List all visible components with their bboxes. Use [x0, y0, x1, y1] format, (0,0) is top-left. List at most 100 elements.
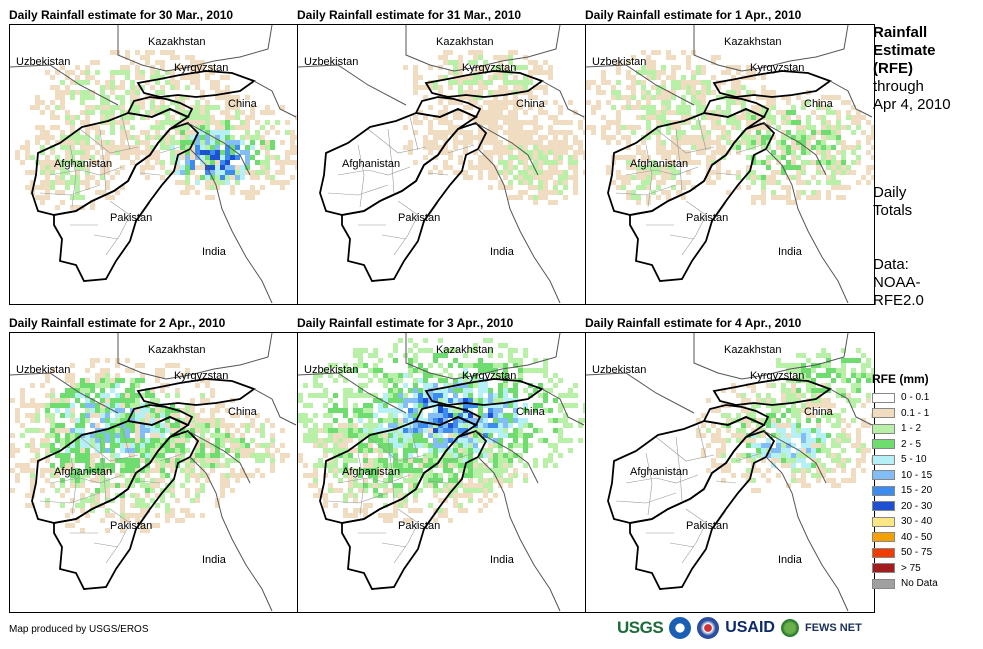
legend-item: 1 - 2 [872, 421, 938, 437]
data-source: Data: NOAA- RFE2.0 [873, 256, 924, 310]
legend-swatch [872, 501, 895, 512]
legend-swatch [872, 563, 895, 574]
province-boundaries [327, 424, 475, 564]
rainfall-map: Kazakhstan Uzbekistan Kyrgyzstan China Afgha… [585, 24, 875, 305]
legend-label: 15 - 20 [901, 485, 933, 497]
through-date: Apr 4, 2010 [873, 96, 951, 113]
data-line: RFE2.0 [873, 292, 924, 309]
legend-swatch [872, 470, 895, 481]
legend-item: 2 - 5 [872, 437, 938, 453]
title-line: (RFE) [873, 60, 913, 77]
legend-item: 0.1 - 1 [872, 406, 938, 422]
legend-item: 15 - 20 [872, 483, 938, 499]
map-label-pakistan: Pakistan [398, 212, 440, 224]
legend-label: 5 - 10 [901, 454, 927, 466]
legend-item: 20 - 30 [872, 499, 938, 515]
map-label-afghanistan: Afghanistan [630, 158, 688, 170]
map-svg: Kazakhstan Uzbekistan Kyrgyzstan China Afgha… [298, 25, 586, 304]
province-boundaries [327, 116, 475, 256]
map-label-india: India [490, 246, 515, 258]
rainfall-map: Kazakhstan Uzbekistan Kyrgyzstan China Afgha… [297, 332, 587, 613]
map-label-china: China [804, 406, 834, 418]
legend-item: No Data [872, 576, 938, 592]
legend-label: 1 - 2 [901, 423, 922, 435]
map-label-india: India [202, 246, 227, 258]
map-label-afghanistan: Afghanistan [342, 466, 400, 478]
province-boundaries [39, 116, 187, 256]
panel-title: Daily Rainfall estimate for 1 Apr., 2010 [585, 8, 802, 22]
rainfall-field [10, 358, 290, 533]
map-label-kazakhstan: Kazakhstan [436, 344, 493, 356]
rainfall-field [15, 50, 298, 210]
map-svg: Kazakhstan Uzbekistan Kyrgyzstan China Afgha… [10, 25, 298, 304]
map-label-china: China [228, 406, 258, 418]
legend-item: 40 - 50 [872, 530, 938, 546]
title-line: Rainfall [873, 24, 928, 41]
rainfall-map: Kazakhstan Uzbekistan Kyrgyzstan China Afgha… [585, 332, 875, 613]
legend-label: 30 - 40 [901, 516, 933, 528]
legend-item: 10 - 15 [872, 468, 938, 484]
map-label-afghanistan: Afghanistan [54, 158, 112, 170]
neighbor-boundaries [298, 25, 585, 304]
globe-icon [780, 619, 799, 637]
fews-net-logo: FEWS NET [804, 622, 862, 634]
through-text: through [873, 78, 924, 95]
map-label-china: China [516, 406, 546, 418]
panel-title: Daily Rainfall estimate for 4 Apr., 2010 [585, 316, 802, 330]
neighbor-boundaries [586, 333, 873, 612]
panel-title: Daily Rainfall estimate for 2 Apr., 2010 [9, 316, 226, 330]
map-label-pakistan: Pakistan [686, 212, 728, 224]
legend: RFE (mm) 0 - 0.1 0.1 - 1 1 - 2 2 - 5 5 - 10 1… [872, 372, 938, 592]
province-boundaries [615, 424, 763, 564]
map-label-afghanistan: Afghanistan [630, 466, 688, 478]
map-label-china: China [228, 98, 258, 110]
map-label-kazakhstan: Kazakhstan [148, 36, 205, 48]
map-label-uzbekistan: Uzbekistan [304, 364, 358, 376]
credit-text: Map produced by USGS/EROS [9, 624, 149, 635]
legend-swatch [872, 423, 895, 434]
map-label-kyrgyzstan: Kyrgyzstan [750, 370, 804, 382]
legend-item: 5 - 10 [872, 452, 938, 468]
neighbor-boundaries [586, 25, 873, 304]
legend-swatch [872, 532, 895, 543]
map-label-kyrgyzstan: Kyrgyzstan [462, 370, 516, 382]
map-label-uzbekistan: Uzbekistan [304, 56, 358, 68]
map-label-kazakhstan: Kazakhstan [436, 36, 493, 48]
rainfall-map: Kazakhstan Uzbekistan Kyrgyzstan China Afgha… [9, 332, 299, 613]
legend-swatch [872, 485, 895, 496]
totals-text: Daily Totals [873, 184, 912, 220]
map-label-india: India [490, 554, 515, 566]
province-boundaries [615, 116, 763, 256]
usaid-logo: USAID [725, 619, 775, 636]
map-label-kazakhstan: Kazakhstan [724, 344, 781, 356]
rainfall-map: Kazakhstan Uzbekistan Kyrgyzstan China Afgha… [297, 24, 587, 305]
rainfall-map: Kazakhstan Uzbekistan Kyrgyzstan China Afgha… [9, 24, 299, 305]
map-label-afghanistan: Afghanistan [54, 466, 112, 478]
legend-label: 2 - 5 [901, 438, 922, 450]
totals-line: Daily [873, 184, 907, 201]
nasa-seal-icon [697, 617, 720, 639]
map-label-kazakhstan: Kazakhstan [724, 36, 781, 48]
country-boundaries [319, 378, 544, 590]
legend-label: No Data [901, 578, 938, 590]
neighbor-boundaries [298, 333, 585, 612]
map-label-kazakhstan: Kazakhstan [148, 344, 205, 356]
usgs-logo: USGS [617, 618, 664, 637]
legend-item: 50 - 75 [872, 545, 938, 561]
legend-label: 40 - 50 [901, 531, 933, 543]
legend-label: 0 - 0.1 [901, 392, 930, 404]
legend-title: RFE (mm) [872, 372, 929, 386]
legend-swatch [872, 439, 895, 450]
map-label-afghanistan: Afghanistan [342, 158, 400, 170]
map-label-china: China [516, 98, 546, 110]
legend-item: > 75 [872, 561, 938, 577]
country-boundaries [607, 378, 832, 590]
map-label-uzbekistan: Uzbekistan [592, 56, 646, 68]
legend-swatch [872, 392, 895, 403]
country-boundaries [319, 70, 544, 282]
map-label-india: India [778, 554, 803, 566]
logo-strip: USGS USAID FEWS NET [617, 617, 862, 639]
map-label-kyrgyzstan: Kyrgyzstan [462, 62, 516, 74]
map-label-kyrgyzstan: Kyrgyzstan [750, 62, 804, 74]
legend-label: 0.1 - 1 [901, 407, 930, 419]
